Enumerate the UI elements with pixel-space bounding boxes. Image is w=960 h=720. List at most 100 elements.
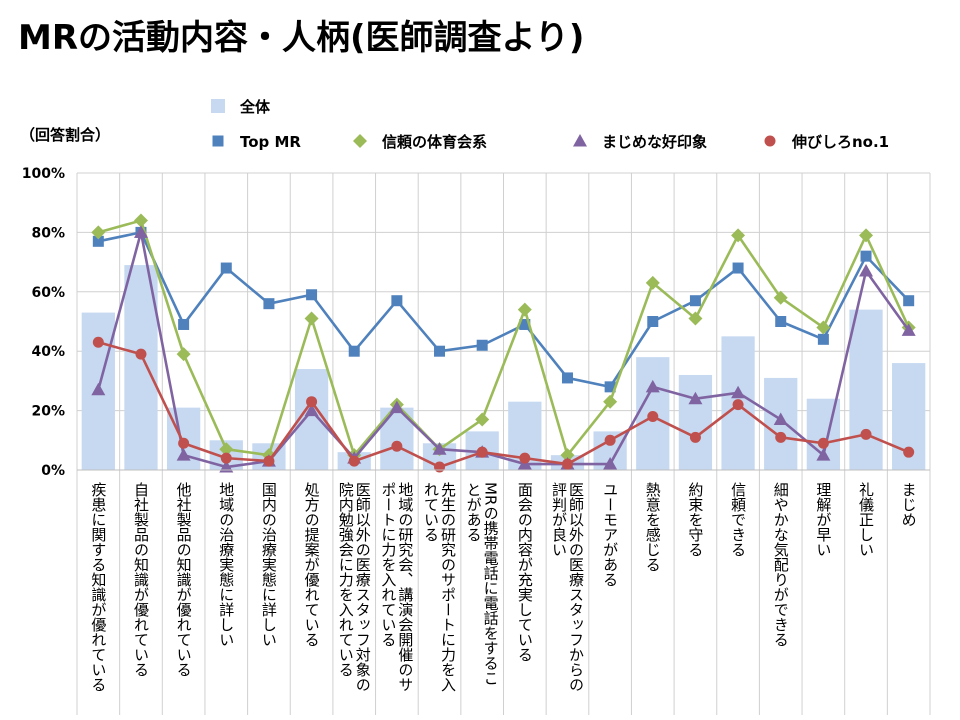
data-point [476, 339, 488, 351]
data-point [178, 437, 190, 449]
data-point [133, 225, 148, 238]
data-point [860, 428, 872, 440]
data-point [688, 311, 703, 326]
x-tick-label-line: 疾患に関する知識が優れている [89, 482, 107, 692]
x-tick-label: 熱意を感じる [644, 482, 662, 572]
data-point [263, 298, 275, 310]
data-point [348, 345, 360, 357]
data-point [647, 411, 659, 423]
data-point [476, 446, 488, 458]
y-tick-label: 40% [31, 344, 65, 360]
data-point [903, 446, 915, 458]
legend-label: 信頼の体育会系 [382, 133, 487, 151]
data-point [560, 448, 575, 463]
series-line [97, 341, 910, 469]
bar [678, 374, 713, 470]
legend-label: Top MR [240, 133, 301, 151]
x-tick-label: 処方の提案が優れている [303, 482, 321, 647]
data-point [603, 394, 618, 409]
data-point [92, 235, 104, 247]
x-tick-label-line: ユーモアがある [601, 482, 619, 587]
bar [294, 369, 329, 470]
data-point [732, 399, 744, 411]
y-tick-label: 0% [41, 463, 65, 479]
x-tick-label-line: 先生の研究のサポートに力を入 [439, 482, 457, 692]
legend-swatch [764, 135, 776, 147]
data-point [517, 302, 532, 317]
data-point [178, 318, 190, 330]
data-point [475, 412, 490, 427]
data-point [92, 336, 104, 348]
x-tick-label: 国内の治療実態に詳しい [260, 482, 278, 647]
x-tick-label-line: 地域の研究会、講演会開催のサ [396, 482, 414, 692]
x-tick-label-line: 地域の治療実態に詳しい [217, 482, 235, 647]
bar [124, 265, 158, 470]
data-point [219, 460, 234, 473]
data-point [775, 316, 787, 327]
data-point [901, 323, 916, 336]
data-point [773, 290, 788, 305]
data-point [817, 333, 829, 345]
page-title: MRの活動内容・人柄(医師調査より) [18, 18, 585, 58]
data-point [604, 381, 616, 393]
data-point [434, 461, 446, 473]
data-point [731, 385, 746, 399]
x-tick-label: 理解が早い [814, 482, 832, 557]
data-point [306, 289, 318, 301]
data-point [689, 431, 701, 443]
data-point [219, 442, 234, 457]
data-point [306, 396, 318, 408]
data-point [220, 452, 232, 464]
legend-swatch [573, 134, 587, 147]
x-tick-label-line: まじめ [900, 482, 918, 527]
x-tick-label-line: 面会の内容が充実している [516, 482, 534, 662]
x-tick-label: ユーモアがある [601, 482, 619, 587]
x-tick-label-line: 評判が良い [550, 482, 568, 557]
x-tick-label: 面会の内容が充実している [516, 482, 534, 662]
data-point [731, 228, 746, 243]
data-point [773, 412, 788, 426]
data-point [176, 347, 191, 362]
legend-label: 全体 [239, 98, 271, 116]
legend-label: まじめな好印象 [602, 133, 707, 151]
x-tick-label-line: 院内勉強会に力を入れている [337, 481, 355, 677]
x-tick-label-line: 約束を守る [686, 482, 704, 557]
data-point [391, 295, 403, 307]
data-point [647, 316, 659, 327]
x-tick-label: 自社製品の知識が優れている [132, 482, 150, 677]
y-tick-label: 100% [22, 166, 65, 182]
data-point [263, 455, 275, 467]
data-point [860, 250, 872, 262]
x-tick-label-line: MRの携帯電話に電話をするこ [482, 482, 500, 685]
data-point [561, 372, 573, 384]
x-tick-label-line: 自社製品の知識が優れている [132, 482, 150, 677]
y-tick-label: 80% [31, 225, 65, 241]
data-point [688, 391, 703, 405]
data-point [434, 345, 446, 357]
data-point [432, 442, 447, 455]
data-point [859, 264, 874, 277]
y-tick-label: 60% [31, 285, 65, 301]
data-point [775, 431, 787, 443]
x-tick-label: 他社製品の知識が優れている [175, 482, 193, 677]
x-tick-label-line: 他社製品の知識が優れている [175, 482, 193, 677]
x-tick-label: 約束を守る [686, 482, 704, 557]
data-point [519, 318, 531, 330]
data-point [816, 448, 831, 461]
x-tick-label-line: 熱意を感じる [644, 482, 662, 572]
data-point [603, 457, 618, 470]
series-line [97, 219, 910, 457]
data-point [732, 262, 744, 274]
x-tick-label-line: 礼儀正しい [857, 482, 875, 557]
x-tick-label: 細やかな気配りができる [772, 482, 790, 647]
legend-label: 伸びしろno.1 [791, 133, 889, 151]
x-tick-label-line: 理解が早い [814, 482, 832, 557]
data-point [519, 452, 531, 464]
data-point [903, 295, 915, 307]
data-point [689, 295, 701, 307]
x-tick-label-line: れている [422, 482, 440, 542]
